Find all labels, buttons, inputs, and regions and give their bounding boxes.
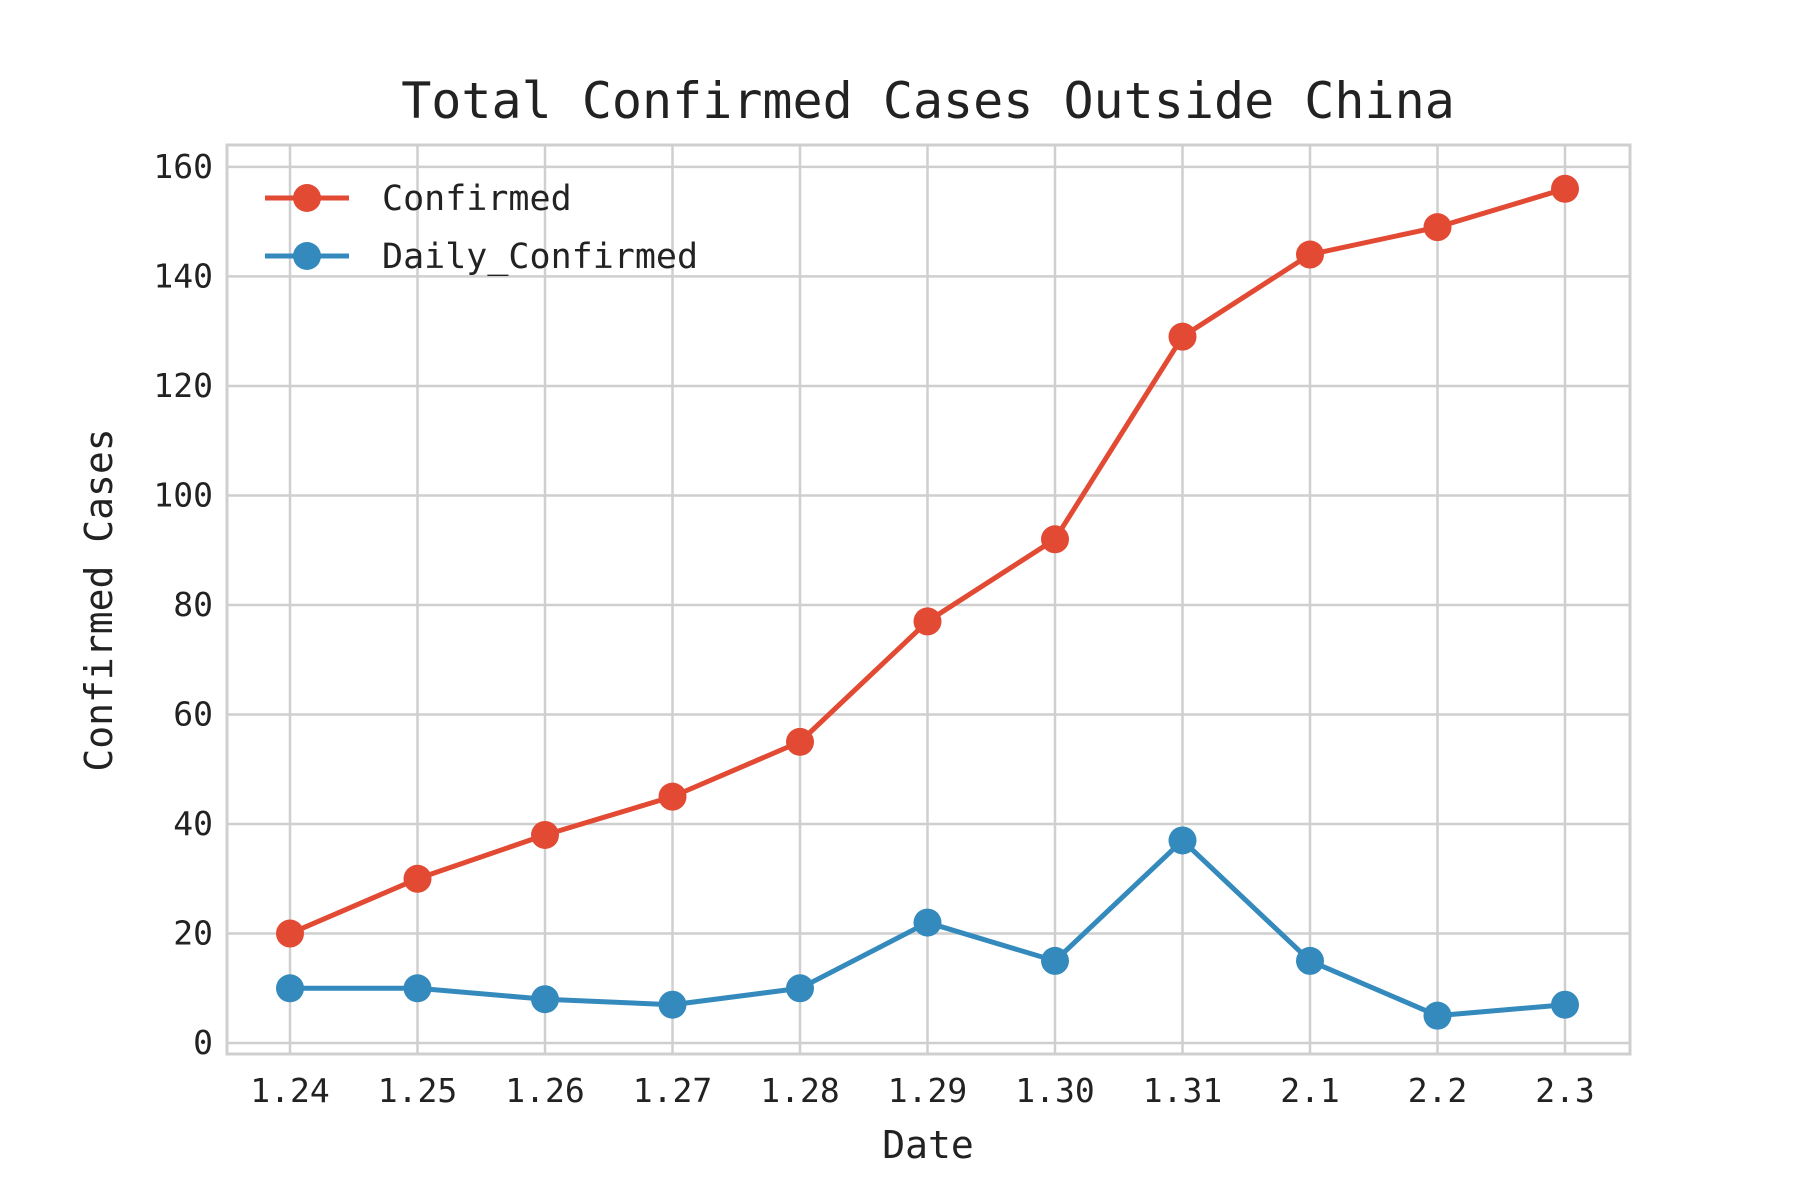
y-tick-label: 160 xyxy=(153,147,213,186)
x-tick-label: 2.3 xyxy=(1535,1071,1595,1110)
chart-title: Total Confirmed Cases Outside China xyxy=(401,72,1455,130)
x-tick-label: 1.31 xyxy=(1143,1071,1222,1110)
data-point-daily-confirmed xyxy=(1551,990,1579,1019)
y-tick-label: 0 xyxy=(193,1023,213,1062)
data-point-daily-confirmed xyxy=(276,974,304,1003)
data-point-confirmed xyxy=(913,607,942,636)
x-tick-label: 1.26 xyxy=(505,1071,584,1110)
y-tick-label: 140 xyxy=(153,256,213,295)
data-point-daily-confirmed xyxy=(531,985,559,1014)
legend: Confirmed Daily_Confirmed xyxy=(265,179,698,277)
y-tick-labels: 0 20 40 60 80 100 120 140 160 xyxy=(153,147,213,1062)
data-point-confirmed xyxy=(786,727,814,756)
data-point-daily-confirmed xyxy=(1296,946,1324,975)
y-tick-label: 80 xyxy=(173,585,213,624)
x-tick-label: 1.28 xyxy=(760,1071,839,1110)
data-point-daily-confirmed xyxy=(1041,946,1069,975)
y-axis-label: Confirmed Cases xyxy=(77,428,121,771)
x-tick-label: 1.25 xyxy=(378,1071,457,1110)
data-point-confirmed xyxy=(1168,322,1197,351)
y-tick-label: 100 xyxy=(153,475,213,514)
data-point-confirmed xyxy=(1423,213,1452,242)
x-tick-labels: 1.24 1.25 1.26 1.27 1.28 1.29 1.30 1.31 2.1 2.2 2.… xyxy=(250,1071,1595,1110)
y-tick-label: 20 xyxy=(173,914,213,953)
data-point-daily-confirmed xyxy=(913,908,942,937)
legend-label: Confirmed xyxy=(382,179,572,219)
y-tick-label: 40 xyxy=(173,804,213,843)
x-tick-label: 2.1 xyxy=(1280,1071,1340,1110)
legend-item-daily-confirmed: Daily_Confirmed xyxy=(265,237,698,277)
data-point-daily-confirmed xyxy=(786,974,814,1003)
data-point-daily-confirmed xyxy=(1423,1001,1452,1030)
legend-marker xyxy=(293,184,321,212)
x-tick-label: 2.2 xyxy=(1408,1071,1468,1110)
data-point-confirmed xyxy=(658,782,687,811)
data-point-daily-confirmed xyxy=(1168,826,1197,855)
data-point-confirmed xyxy=(531,820,559,849)
y-tick-label: 120 xyxy=(153,366,213,405)
data-point-daily-confirmed xyxy=(403,974,432,1003)
x-axis-label: Date xyxy=(882,1123,974,1167)
series-layer xyxy=(276,174,1579,1030)
plot-frame xyxy=(225,143,1632,1056)
legend-item-confirmed: Confirmed xyxy=(265,179,572,219)
x-tick-label: 1.24 xyxy=(250,1071,329,1110)
legend-label: Daily_Confirmed xyxy=(382,237,698,277)
y-tick-label: 60 xyxy=(173,694,213,733)
x-tick-label: 1.29 xyxy=(888,1071,967,1110)
data-point-confirmed xyxy=(1041,525,1069,554)
legend-marker xyxy=(293,242,321,270)
x-tick-label: 1.27 xyxy=(633,1071,712,1110)
data-point-confirmed xyxy=(276,919,304,948)
data-point-confirmed xyxy=(403,864,432,893)
series-confirmed xyxy=(276,174,1579,948)
x-tick-label: 1.30 xyxy=(1015,1071,1094,1110)
series-daily-confirmed xyxy=(276,826,1579,1030)
data-point-confirmed xyxy=(1551,174,1579,203)
data-point-confirmed xyxy=(1296,240,1324,269)
data-point-daily-confirmed xyxy=(658,990,687,1019)
